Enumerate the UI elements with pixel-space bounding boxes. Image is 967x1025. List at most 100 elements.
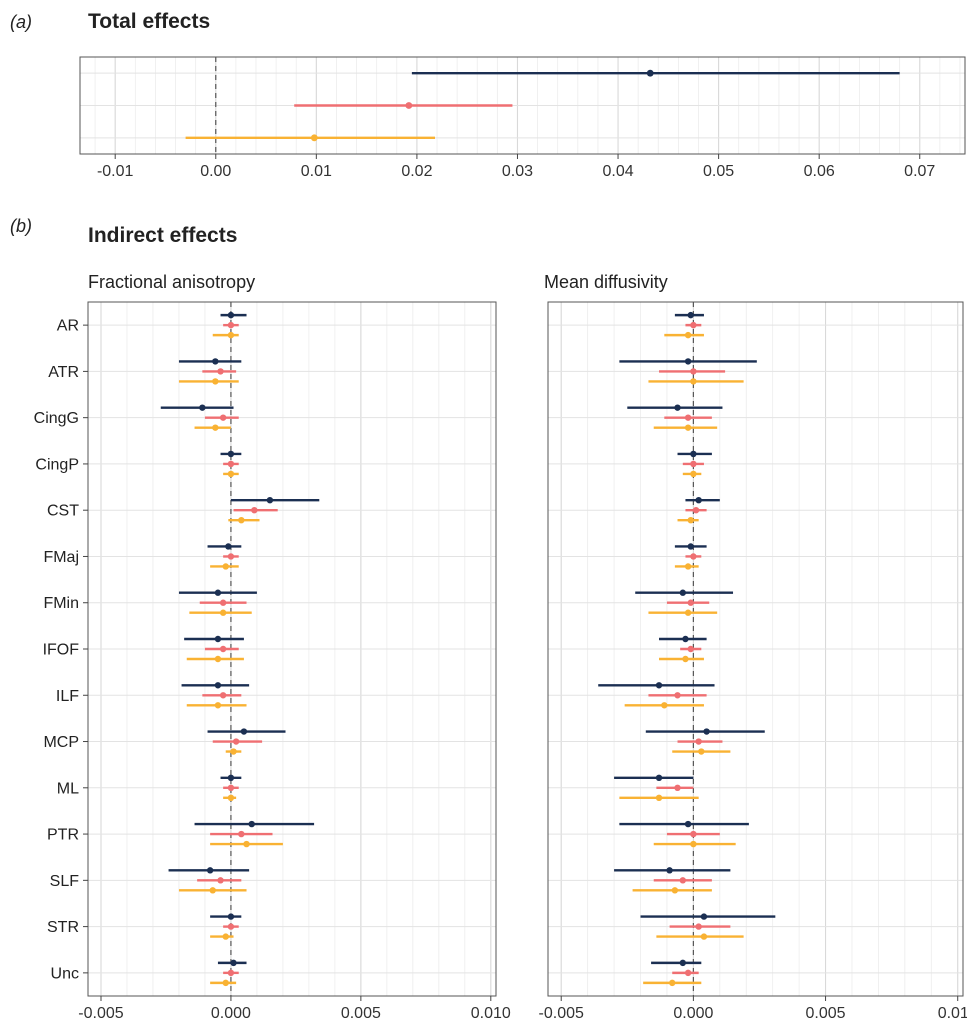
x-tick-label: 0.05: [703, 163, 734, 180]
x-tick-label: 0.00: [200, 163, 231, 180]
series-2: [648, 321, 731, 977]
point-estimate: [703, 728, 710, 735]
point-estimate: [227, 969, 235, 977]
point-estimate: [690, 321, 697, 329]
point-estimate: [655, 794, 663, 801]
point-estimate: [671, 887, 679, 894]
x-tick-label: 0.02: [401, 163, 432, 180]
x-tick-label: 0.010: [938, 1005, 967, 1022]
point-estimate: [700, 913, 708, 920]
point-estimate: [227, 470, 235, 478]
total-effects-panel: -0.01 0.00 0.01 0.02 0.03 0.04 0.05 0.06 0.07: [79, 56, 966, 180]
point-estimate: [222, 933, 229, 940]
y-category-label: AR: [57, 318, 79, 335]
point-estimate: [700, 933, 708, 940]
x-tick-label: 0.005: [341, 1005, 381, 1022]
x-tick-label: 0.000: [673, 1005, 713, 1022]
point-estimate: [212, 424, 219, 431]
y-category-label: STR: [47, 919, 79, 936]
point-estimate: [219, 645, 227, 653]
point-estimate: [217, 368, 224, 375]
point-estimate: [251, 507, 258, 514]
point-estimate: [214, 702, 222, 709]
point-estimate: [695, 923, 702, 930]
plot-frame: [547, 301, 964, 997]
panel-b-letter: (b): [10, 216, 32, 236]
point-estimate: [674, 784, 681, 791]
point-estimate: [661, 702, 668, 709]
point-estimate: [206, 867, 214, 874]
point-estimate: [684, 331, 692, 339]
point-estimate: [687, 599, 694, 606]
point-estimate: [690, 830, 697, 838]
y-category-label: ML: [57, 780, 79, 797]
point-estimate: [232, 738, 240, 745]
point-estimate: [227, 460, 235, 468]
point-estimate: [219, 609, 227, 616]
point-estimate: [222, 563, 229, 570]
point-estimate: [695, 497, 702, 504]
point-estimate: [679, 877, 687, 884]
point-estimate: [240, 728, 248, 735]
point-estimate: [199, 404, 206, 411]
point-estimate: [684, 563, 692, 570]
point-estimate: [405, 102, 413, 109]
point-estimate: [238, 830, 245, 838]
point-estimate: [655, 682, 663, 689]
point-estimate: [209, 887, 216, 894]
x-tick-label: 0.01: [301, 163, 332, 180]
point-estimate: [219, 599, 227, 606]
fractional-anisotropy-panel: -0.005 0.000 0.005 0.010 AR ATR CingG CingP CST F…: [34, 301, 511, 1022]
point-estimate: [227, 784, 235, 791]
series-1: [598, 311, 776, 967]
point-estimate: [690, 840, 697, 848]
series-2: [197, 321, 278, 977]
x-tick-label: 0.005: [806, 1005, 846, 1022]
mean-diffusivity-panel: -0.005 0.000 0.005 0.010: [539, 301, 967, 1022]
series-3: [178, 331, 283, 987]
panel-b-title: Indirect effects: [88, 224, 237, 247]
point-estimate: [690, 460, 697, 468]
point-estimate: [214, 655, 222, 663]
point-estimate: [214, 682, 222, 689]
point-estimate: [690, 470, 697, 478]
x-tick-label: -0.005: [539, 1005, 584, 1022]
point-estimate: [679, 959, 687, 967]
point-estimate: [666, 867, 673, 874]
point-estimate: [690, 378, 697, 385]
point-estimate: [682, 635, 689, 643]
point-estimate: [674, 692, 681, 699]
point-estimate: [248, 820, 255, 828]
x-tick-label: 0.03: [502, 163, 533, 180]
point-estimate: [227, 311, 235, 319]
y-category-label: CingP: [35, 456, 79, 473]
y-category-label: CST: [47, 503, 79, 520]
point-estimate: [692, 507, 700, 514]
series-3: [619, 331, 744, 987]
point-estimate: [214, 635, 222, 643]
point-estimate: [238, 517, 245, 524]
y-category-label: SLF: [50, 873, 80, 890]
point-estimate: [698, 748, 705, 755]
x-tick-label: 0.04: [602, 163, 633, 180]
point-estimate: [674, 404, 681, 411]
fa-subtitle: Fractional anisotropy: [88, 272, 255, 292]
x-tick-label: 0.06: [804, 163, 835, 180]
point-estimate: [684, 820, 692, 828]
point-estimate: [687, 517, 694, 524]
point-estimate: [227, 913, 235, 920]
point-estimate: [684, 424, 692, 431]
point-estimate: [225, 543, 232, 550]
point-estimate: [695, 738, 702, 745]
point-estimate: [684, 609, 692, 616]
x-tick-label: 0.07: [904, 163, 935, 180]
point-estimate: [219, 692, 227, 699]
point-estimate: [266, 497, 274, 504]
point-estimate: [310, 134, 318, 142]
point-estimate: [227, 923, 235, 930]
panel-a-title: Total effects: [88, 10, 210, 33]
y-category-label: MCP: [43, 734, 79, 751]
y-category-label: FMaj: [43, 549, 79, 566]
md-subtitle: Mean diffusivity: [544, 272, 668, 292]
point-estimate: [646, 69, 654, 77]
